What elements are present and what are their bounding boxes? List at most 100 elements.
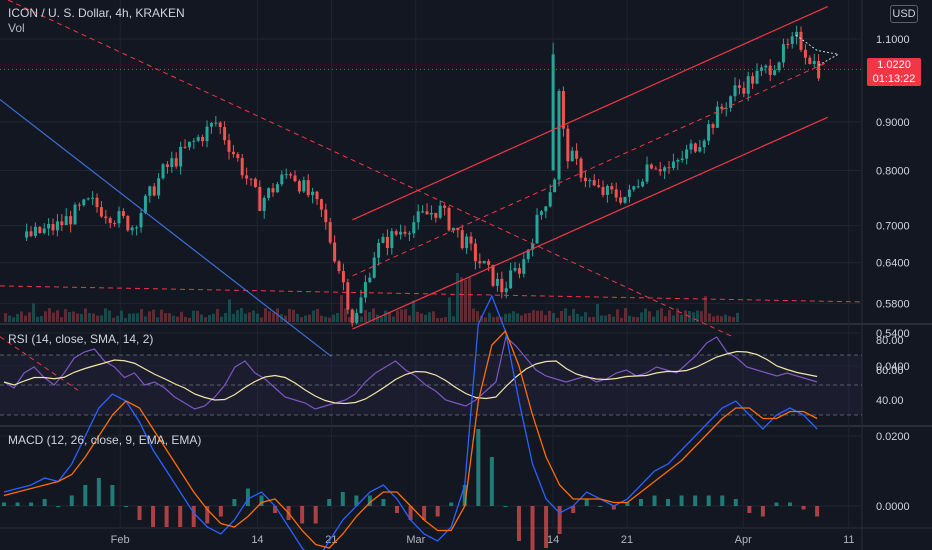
- volume-bar: [536, 310, 539, 322]
- volume-bar: [184, 316, 187, 322]
- volume-bar: [48, 308, 51, 322]
- macd-histogram-bar: [300, 506, 305, 524]
- candle-body: [645, 164, 649, 182]
- volume-bar: [664, 316, 667, 322]
- volume-bar: [244, 313, 247, 322]
- symbol-title[interactable]: ICON / U. S. Dollar, 4h, KRAKEN: [8, 6, 185, 20]
- rsi-tick-label: 60.00: [876, 365, 904, 377]
- volume-bar: [588, 317, 591, 322]
- volume-bar: [552, 313, 555, 322]
- volume-bar: [568, 315, 571, 322]
- candle-body: [275, 184, 279, 193]
- candle-body: [390, 231, 394, 248]
- candle-body: [214, 122, 218, 124]
- macd-histogram-bar: [544, 506, 549, 548]
- macd-histogram-bar: [191, 506, 196, 527]
- candle-body: [333, 242, 337, 262]
- volume-bar: [252, 310, 255, 322]
- macd-histogram-bar: [516, 506, 521, 541]
- macd-histogram-bar: [652, 495, 657, 506]
- candle-body: [817, 61, 821, 79]
- candle-body: [223, 127, 227, 141]
- candle-body: [86, 198, 90, 200]
- macd-histogram-bar: [218, 506, 223, 517]
- volume-bar: [172, 315, 175, 322]
- candle-body: [627, 189, 631, 197]
- trendline-lower-dashed: [0, 336, 79, 391]
- candle-body: [346, 282, 350, 310]
- volume-bar: [12, 317, 15, 322]
- macd-histogram-bar: [679, 495, 684, 506]
- candle-body: [130, 227, 134, 231]
- candle-body: [641, 181, 645, 187]
- volume-bar: [560, 310, 563, 322]
- candle-body: [381, 236, 385, 243]
- macd-histogram-bar: [449, 502, 454, 506]
- volume-bar: [188, 317, 191, 322]
- candle-body: [302, 180, 306, 192]
- candle-body: [359, 297, 363, 313]
- volume-bar: [684, 310, 687, 322]
- candle-body: [205, 126, 209, 142]
- currency-badge[interactable]: USD: [890, 5, 918, 23]
- candle-body: [416, 211, 420, 223]
- macd-histogram-bar: [367, 495, 372, 506]
- candle-body: [394, 231, 398, 235]
- candle-body: [636, 186, 640, 188]
- candle-body: [64, 216, 68, 226]
- candle-body: [350, 309, 354, 323]
- macd-histogram-bar: [625, 502, 630, 506]
- candle-body: [425, 211, 429, 215]
- volume-bar: [112, 317, 115, 322]
- volume-bar: [548, 310, 551, 322]
- candle-body: [535, 214, 539, 244]
- volume-bar: [608, 314, 611, 322]
- candle-body: [399, 231, 403, 235]
- volume-bar: [192, 310, 195, 322]
- volume-bar: [292, 309, 295, 322]
- volume-bar: [232, 313, 235, 322]
- candle-body: [487, 261, 491, 265]
- volume-bar: [408, 315, 411, 322]
- macd-histogram-bar: [476, 429, 481, 506]
- volume-bar: [528, 313, 531, 322]
- macd-histogram-bar: [205, 506, 210, 524]
- candle-body: [526, 249, 530, 260]
- volume-bar: [284, 315, 287, 322]
- candle-body: [742, 87, 746, 94]
- macd-histogram-bar: [340, 492, 345, 506]
- candle-body: [77, 204, 81, 206]
- volume-bar: [128, 313, 131, 322]
- macd-histogram-bar: [395, 506, 400, 513]
- candle-body: [148, 186, 152, 196]
- volume-bar: [28, 312, 31, 322]
- volume-bar: [520, 315, 523, 322]
- candle-body: [551, 54, 555, 171]
- volume-bar: [52, 312, 55, 322]
- macd-histogram-bar: [178, 506, 183, 527]
- volume-bar: [392, 316, 395, 322]
- candle-body: [500, 278, 504, 293]
- candle-body: [623, 196, 627, 203]
- volume-bar: [160, 309, 163, 322]
- volume-bar: [512, 311, 515, 322]
- volume-bar: [464, 279, 467, 322]
- volume-bar: [16, 313, 19, 322]
- candle-body: [60, 221, 64, 226]
- candle-body: [803, 49, 807, 58]
- candle-body: [588, 180, 592, 182]
- volume-bar: [696, 310, 699, 322]
- macd-histogram-bar: [422, 506, 427, 520]
- candle-body: [438, 205, 442, 218]
- macd-legend[interactable]: MACD (12, 26, close, 9, EMA, EMA): [8, 433, 202, 447]
- candle-body: [658, 169, 662, 172]
- rsi-legend[interactable]: RSI (14, close, SMA, 14, 2): [8, 332, 154, 346]
- volume-bar: [700, 311, 703, 322]
- macd-histogram-bar: [56, 506, 61, 507]
- candle-body: [693, 143, 697, 152]
- channel-midline: [352, 61, 828, 277]
- candle-body: [729, 96, 733, 108]
- volume-bar: [224, 313, 227, 322]
- volume-bar: [364, 310, 367, 322]
